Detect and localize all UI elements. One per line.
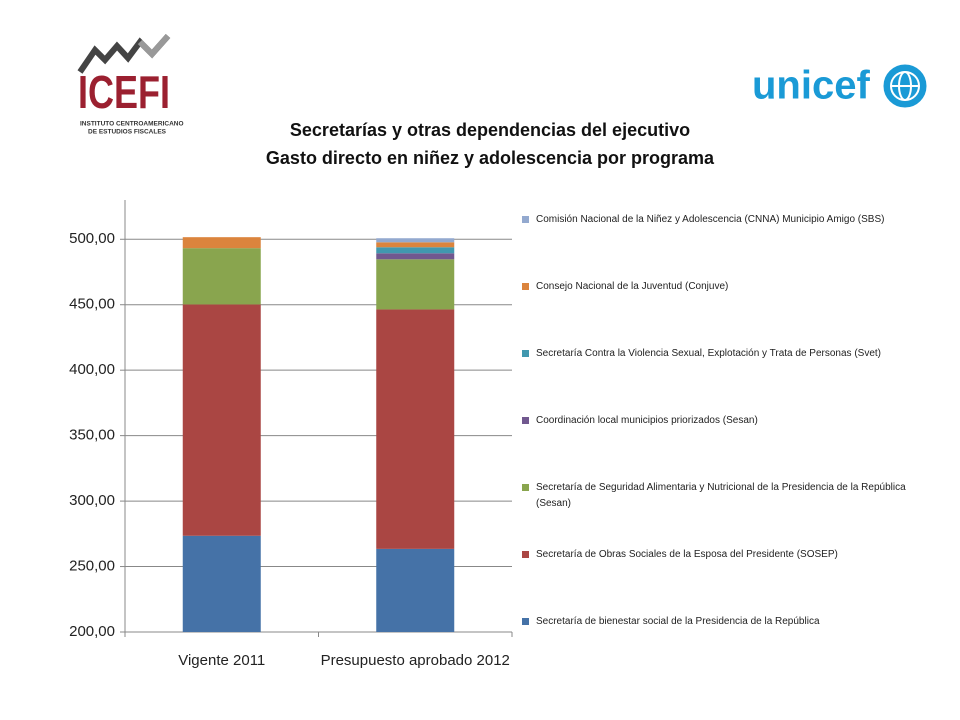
chart-title: Secretarías y otras dependencias del eje…: [290, 120, 690, 140]
bar-segment: [376, 253, 455, 260]
y-tick-label: 200,00: [69, 623, 115, 640]
legend-label: Consejo Nacional de la Juventud (Conjuve…: [536, 281, 729, 292]
y-tick-label: 450,00: [69, 296, 115, 313]
bar-segment: [182, 535, 261, 632]
legend-entry: Coordinación local municipios priorizado…: [522, 413, 922, 429]
legend-label: Comisión Nacional de la Niñez y Adolesce…: [536, 214, 885, 225]
bar-segment: [376, 242, 455, 248]
legend-entry: Secretaría de Obras Sociales de la Espos…: [522, 547, 922, 563]
legend-label: Secretaría Contra la Violencia Sexual, E…: [536, 348, 881, 359]
legend-entry: Consejo Nacional de la Juventud (Conjuve…: [522, 279, 922, 295]
legend-swatch: [522, 283, 529, 290]
legend-entry: Secretaría Contra la Violencia Sexual, E…: [522, 346, 922, 362]
x-tick-label: Presupuesto aprobado 2012: [320, 652, 510, 669]
bar-segment: [376, 548, 455, 632]
legend-swatch: [522, 216, 529, 223]
unicef-name: unicef: [752, 64, 870, 108]
y-tick-label: 350,00: [69, 427, 115, 444]
legend-label: Coordinación local municipios priorizado…: [536, 415, 758, 426]
y-tick-label: 250,00: [69, 558, 115, 575]
legend-swatch: [522, 618, 529, 625]
bar-segment: [376, 247, 455, 254]
icefi-name: ICEFI: [78, 66, 170, 118]
legend-swatch: [522, 551, 529, 558]
legend-label: Secretaría de Obras Sociales de la Espos…: [536, 549, 838, 560]
bar-segment: [182, 248, 261, 305]
icefi-line: INSTITUTO CENTROAMERICANO: [80, 121, 184, 128]
bar-segment: [376, 259, 455, 310]
y-tick-label: 400,00: [69, 361, 115, 378]
icefi-line: DE ESTUDIOS FISCALES: [88, 129, 167, 136]
legend-entry: Comisión Nacional de la Niñez y Adolesce…: [522, 212, 922, 228]
legend-entry: Secretaría de Seguridad Alimentaria y Nu…: [522, 480, 922, 512]
unicef-globe: [883, 64, 927, 108]
legend-swatch: [522, 417, 529, 424]
x-tick-label: Vigente 2011: [178, 652, 266, 669]
bar-segment: [182, 237, 261, 249]
bar-segment: [376, 238, 455, 243]
legend-entry: Secretaría de bienestar social de la Pre…: [522, 614, 922, 630]
icefi-mark-light: [137, 34, 171, 59]
legend-swatch: [522, 484, 529, 491]
legend-swatch: [522, 350, 529, 357]
bar-segment: [376, 309, 455, 549]
y-tick-label: 500,00: [69, 230, 115, 247]
legend-label: Secretaría de Seguridad Alimentaria y Nu…: [536, 482, 906, 509]
chart-subtitle: Gasto directo en niñez y adolescencia po…: [266, 148, 715, 168]
legend-label: Secretaría de bienestar social de la Pre…: [536, 616, 820, 627]
y-tick-label: 300,00: [69, 492, 115, 509]
bar-segment: [182, 304, 261, 536]
